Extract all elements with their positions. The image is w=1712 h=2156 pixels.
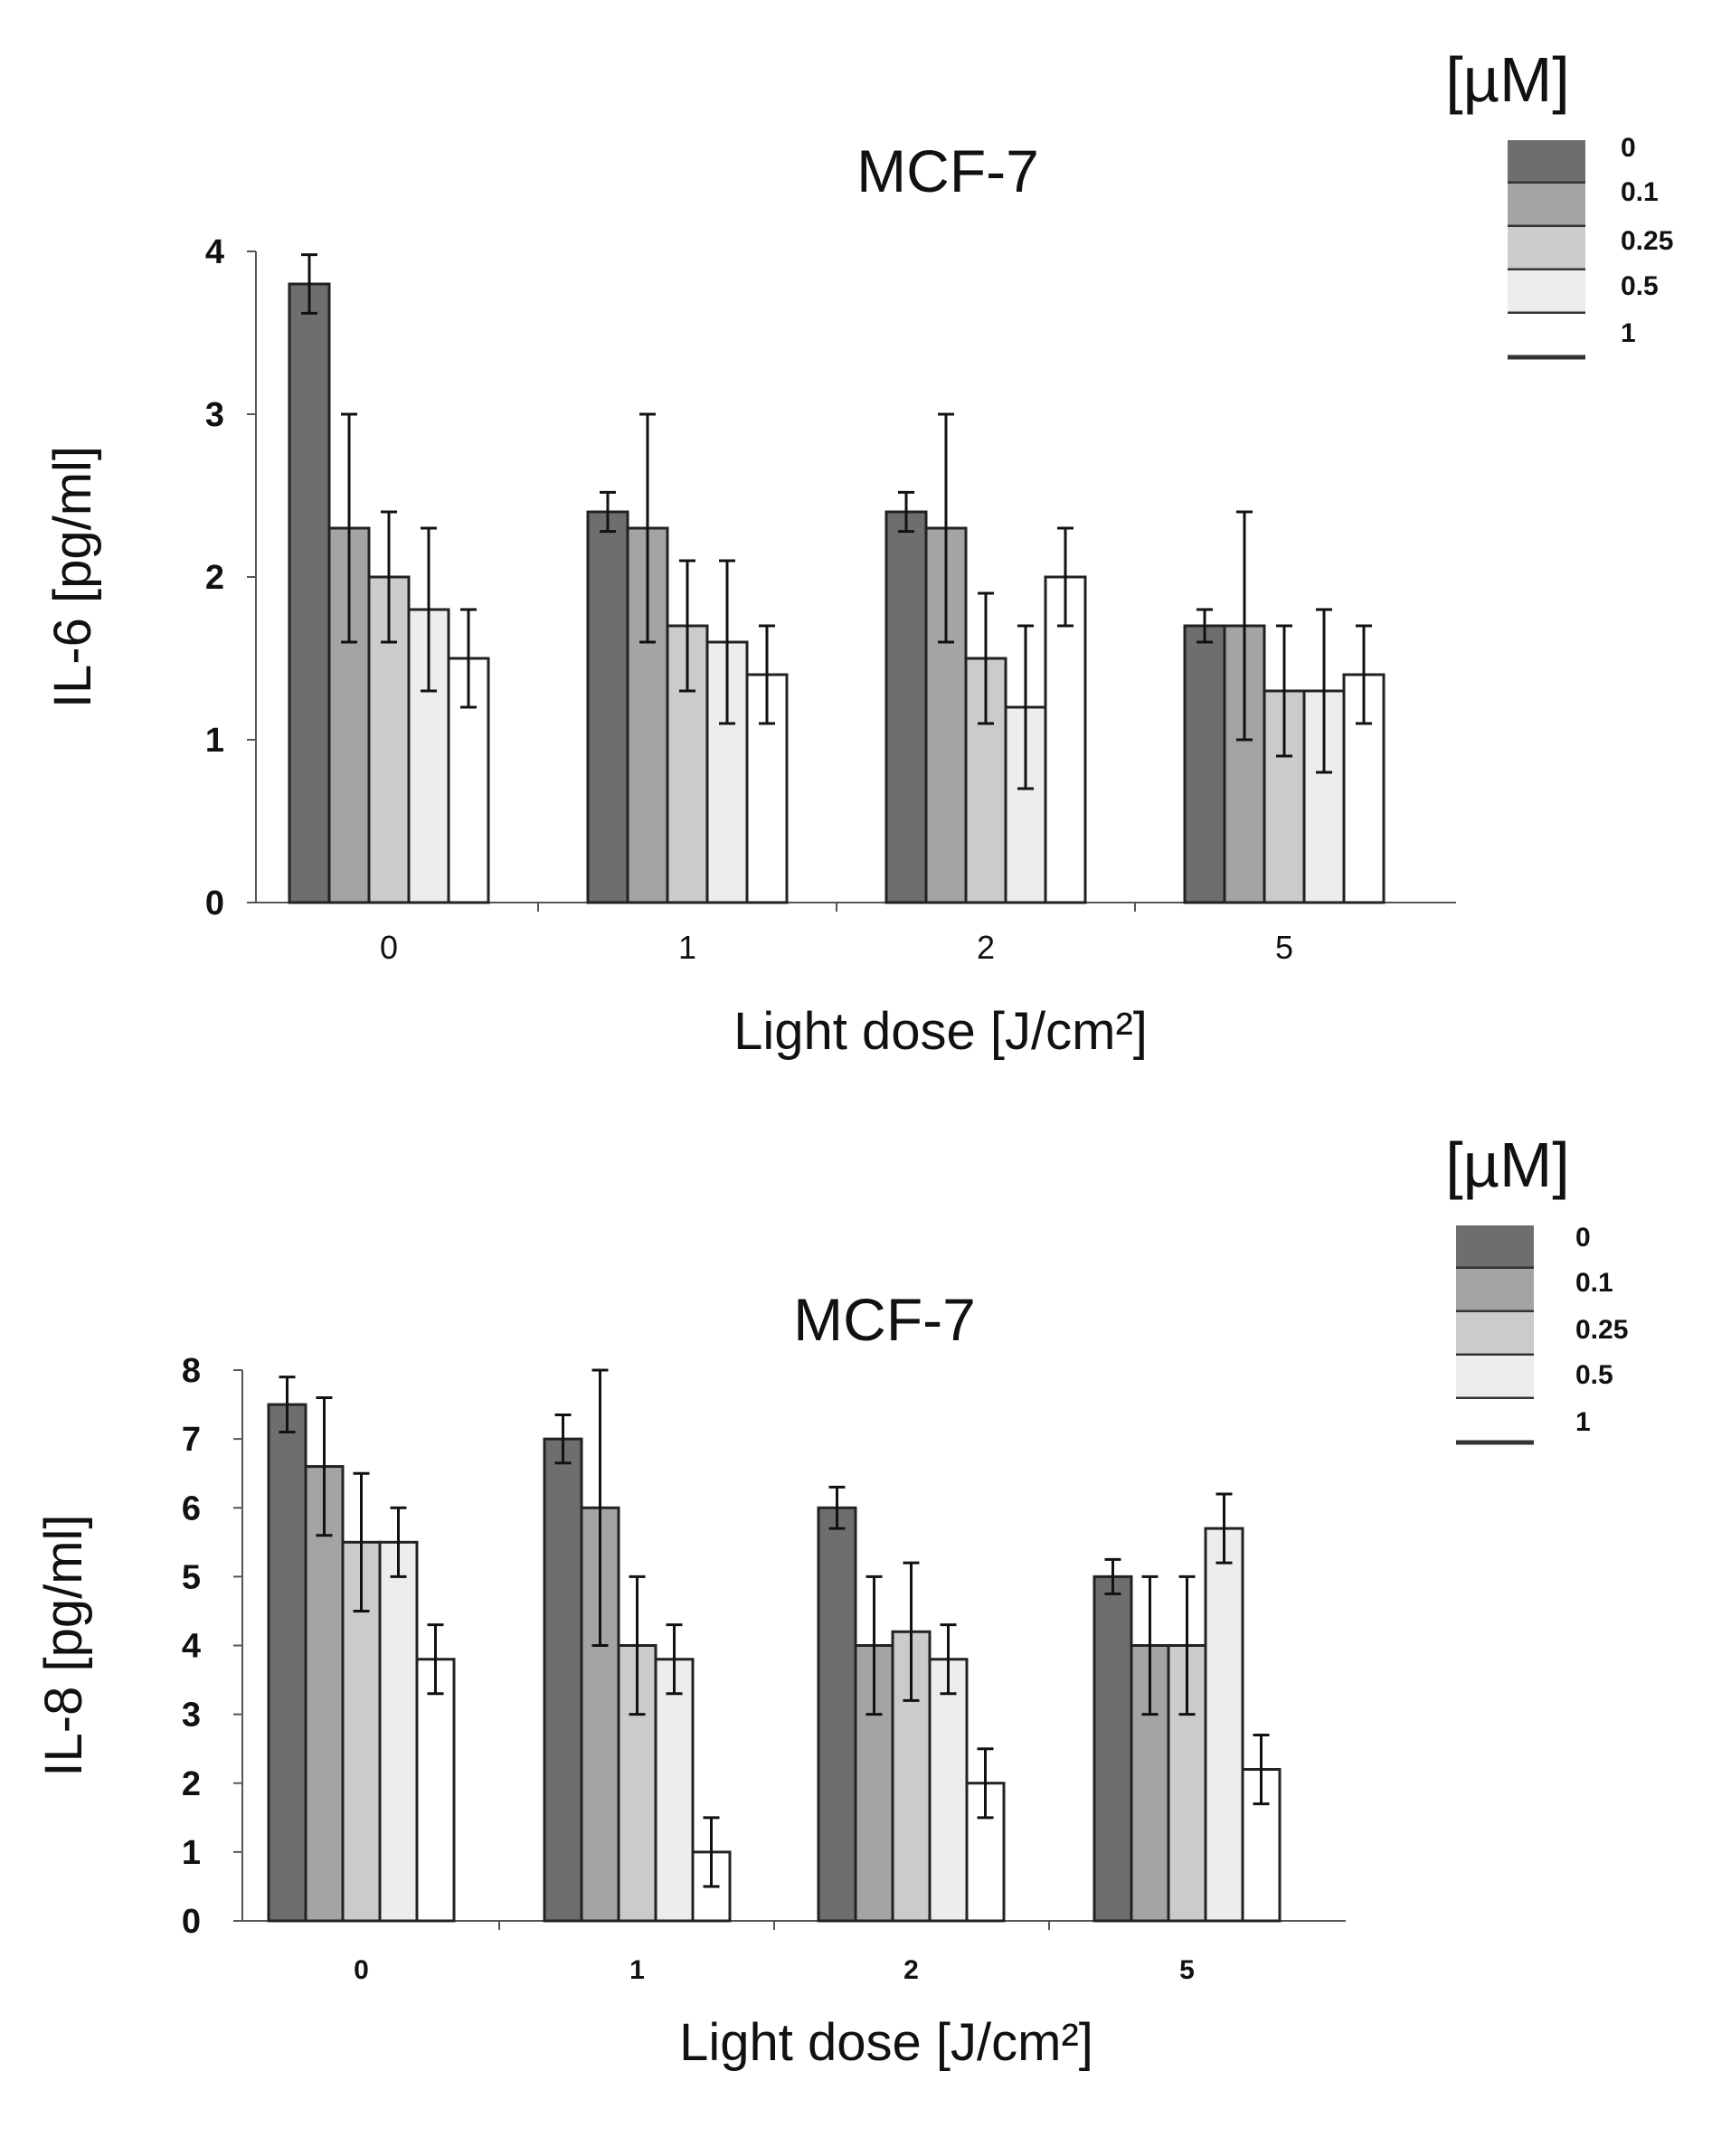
bar-0-0: [267, 1403, 307, 1923]
bar-0-0.1: [304, 1465, 345, 1923]
bar-1-0.5: [654, 1658, 695, 1923]
legend-swatch-0: [1456, 1225, 1534, 1269]
chart-title: MCF-7: [856, 137, 1039, 204]
y-tick-label: 2: [205, 559, 224, 597]
y-axis-label: IL-6 [pg/ml]: [43, 446, 102, 708]
legend-swatch-0.25: [1508, 227, 1585, 270]
bar-0-0: [288, 282, 331, 904]
bar-2-0: [817, 1506, 857, 1923]
x-tick-label: 5: [1275, 929, 1293, 966]
y-tick-label: 0: [182, 1903, 201, 1941]
bar-1-0: [543, 1437, 583, 1923]
y-tick-label: 1: [182, 1834, 201, 1872]
legend-swatch-0: [1508, 140, 1585, 184]
bar-5-0: [1183, 624, 1226, 904]
x-axis-label: Light dose [J/cm²]: [733, 1002, 1148, 1061]
x-tick-label: 1: [629, 1955, 645, 1985]
y-tick-label: 4: [182, 1628, 201, 1666]
legend-label: 1: [1621, 318, 1636, 348]
legend-label: 0.25: [1621, 226, 1673, 256]
y-tick-label: 1: [205, 722, 224, 760]
legend-label: 0.25: [1575, 1315, 1628, 1345]
legend: [µM] 0 0.1 0.25 0.5 1: [1445, 44, 1673, 360]
x-axis-label: Light dose [J/cm²]: [679, 2013, 1093, 2072]
y-tick-label: 8: [182, 1352, 201, 1390]
legend-swatch-0.5: [1456, 1356, 1534, 1399]
legend-label: 0.5: [1621, 271, 1659, 301]
x-tick-label: 0: [380, 929, 398, 966]
y-tick-label: 0: [205, 884, 224, 922]
legend-label: 0.1: [1575, 1268, 1613, 1298]
y-tick-label: 2: [182, 1765, 201, 1803]
legend-swatch-1: [1456, 1399, 1534, 1442]
legend-swatch-0.1: [1508, 184, 1585, 227]
bar-5-0: [1092, 1574, 1133, 1923]
x-tick-label: 2: [903, 1955, 919, 1985]
bar-1-0: [586, 510, 629, 904]
y-tick-label: 7: [182, 1421, 201, 1459]
legend-title: [µM]: [1445, 1130, 1570, 1200]
bar-0-1: [415, 1658, 456, 1923]
x-tick-label: 5: [1179, 1955, 1195, 1985]
legend-swatch-0.5: [1508, 270, 1585, 314]
legend-label: 1: [1575, 1407, 1591, 1437]
legend-swatch-0.1: [1456, 1269, 1534, 1312]
x-tick-label: 1: [678, 929, 696, 966]
bar-2-0.5: [928, 1658, 969, 1923]
y-tick-label: 3: [182, 1697, 201, 1735]
bar-0-0.5: [407, 608, 450, 904]
y-axis-label: IL-8 [pg/ml]: [34, 1514, 93, 1776]
x-tick-label: 0: [354, 1955, 369, 1985]
y-tick-label: 5: [182, 1558, 201, 1596]
legend-label: 0.1: [1621, 177, 1659, 207]
bar-2-0: [884, 510, 928, 904]
y-tick-label: 6: [182, 1489, 201, 1527]
legend-title: [µM]: [1445, 44, 1570, 115]
y-tick-label: 3: [205, 396, 224, 434]
legend-label: 0.5: [1575, 1360, 1613, 1390]
bar-0-0.5: [378, 1540, 419, 1923]
il6-chart: MCF-7 0 1 2 3 4 IL-6 [pg/ml] Light dose [J/cm²]…: [43, 44, 1673, 1061]
legend-label: 0: [1575, 1223, 1591, 1253]
legend-swatch-1: [1508, 314, 1585, 357]
y-tick-label: 4: [205, 233, 224, 271]
bar-5-0.5: [1204, 1527, 1244, 1923]
bar-2-1: [1044, 575, 1087, 904]
legend-swatch-0.25: [1456, 1312, 1534, 1356]
legend-label: 0: [1621, 133, 1636, 163]
il8-chart: MCF-7 0 1 2 3 4 5 6 7 8 IL-8 [pg/ml] Light dose [J/…: [34, 1130, 1628, 2072]
chart-title: MCF-7: [793, 1286, 976, 1353]
x-tick-label: 2: [977, 929, 995, 966]
legend: [µM]0 0.1 0.25 0.5 1: [1445, 1130, 1628, 1445]
